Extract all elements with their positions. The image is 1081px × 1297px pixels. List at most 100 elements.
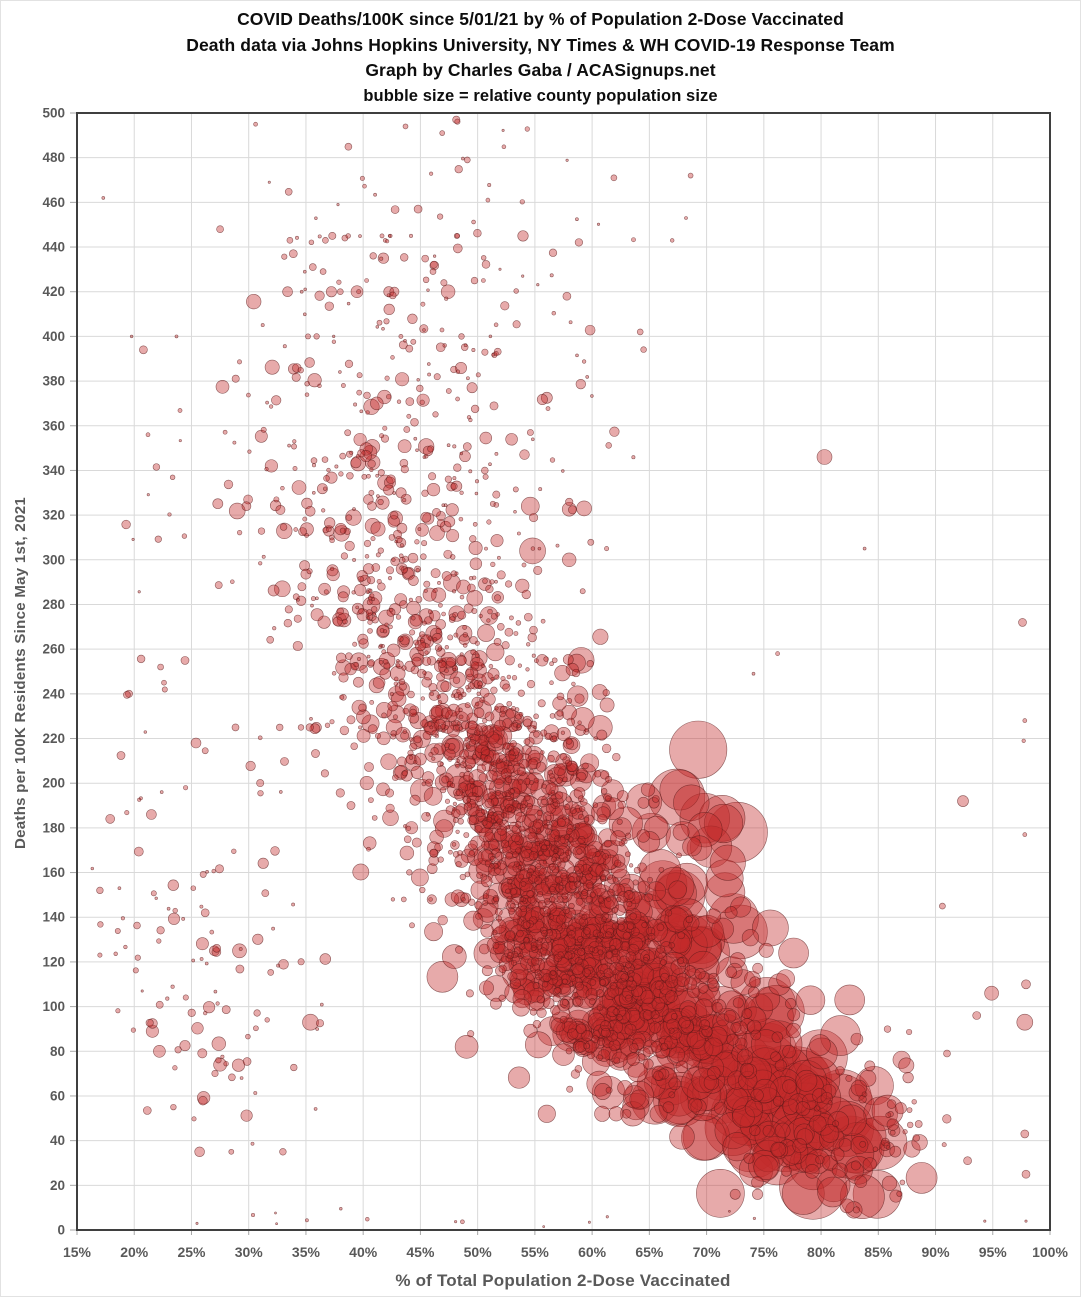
bubble [496, 825, 507, 836]
bubble [600, 770, 610, 780]
bubble [463, 156, 471, 164]
bubble [481, 760, 493, 772]
bubble [516, 723, 521, 729]
bubble [885, 1145, 891, 1151]
bubble [359, 409, 364, 414]
bubble [241, 501, 252, 512]
bubble [389, 691, 395, 697]
bubble [559, 753, 567, 761]
bubble [673, 784, 710, 821]
bubble [474, 640, 480, 646]
bubble [454, 853, 469, 868]
bubble [410, 338, 417, 345]
bubble [279, 1148, 287, 1156]
bubble [507, 874, 529, 896]
bubble [441, 503, 446, 508]
bubble [771, 1031, 783, 1043]
bubble [850, 1032, 864, 1046]
bubble [567, 970, 574, 977]
bubble [658, 1081, 702, 1125]
x-tick-label: 85% [864, 1244, 893, 1260]
bubble [616, 818, 623, 825]
bubble [187, 1008, 196, 1017]
bubble [474, 729, 481, 736]
bubble [601, 743, 612, 754]
bubble [889, 1145, 902, 1158]
bubble [694, 968, 706, 980]
bubble [145, 1018, 154, 1027]
bubble [567, 685, 589, 707]
bubble [608, 1106, 624, 1122]
bubble [801, 1101, 822, 1122]
x-tick-label: 35% [292, 1244, 321, 1260]
bubble [617, 923, 625, 931]
bubble [486, 519, 492, 525]
bubble [728, 1209, 731, 1213]
bubble [545, 814, 552, 821]
bubble [781, 1145, 802, 1166]
bubble [563, 803, 570, 811]
bubble [363, 391, 371, 400]
bubble [618, 840, 625, 847]
bubble [495, 851, 504, 861]
bubble [614, 904, 626, 916]
bubble [453, 788, 461, 797]
bubble [429, 171, 434, 176]
bubble [881, 1175, 898, 1191]
bubble [275, 1222, 278, 1226]
bubble [475, 807, 485, 818]
bubble [762, 1125, 775, 1138]
bubble [390, 511, 399, 520]
bubble [410, 418, 419, 427]
bubble [574, 880, 581, 888]
bubble [616, 1009, 631, 1024]
bubble [384, 375, 390, 381]
bubble [871, 1094, 904, 1127]
bubble [440, 284, 456, 299]
bubble [534, 876, 543, 885]
bubble [336, 279, 342, 285]
bubble [199, 957, 204, 961]
bubble [529, 625, 538, 635]
bubble [197, 1048, 208, 1059]
bubble [445, 388, 452, 394]
bubble [605, 442, 612, 449]
bubble [479, 943, 490, 955]
bubble [809, 1114, 827, 1133]
bubble [345, 233, 351, 239]
bubble [452, 444, 457, 449]
bubble [399, 458, 409, 468]
y-axis-title: Deaths per 100K Residents Since May 1st,… [12, 497, 29, 849]
bubble [727, 1070, 747, 1090]
bubble [446, 443, 451, 448]
bubble [365, 454, 381, 471]
bubble [465, 673, 475, 683]
x-tick-label: 60% [578, 1244, 607, 1260]
bubble [203, 1010, 208, 1016]
bubble [326, 467, 331, 473]
bubble [516, 929, 524, 938]
bubble [815, 1155, 825, 1165]
bubble [387, 510, 403, 526]
bubble [416, 384, 424, 393]
bubble [607, 888, 615, 897]
bubble [669, 1027, 682, 1040]
bubble [425, 812, 431, 817]
bubble [510, 959, 517, 966]
x-axis-title: % of Total Population 2-Dose Vaccinated [395, 1271, 730, 1290]
bubble [377, 469, 385, 477]
bubble [174, 1046, 182, 1054]
bubble [571, 668, 581, 678]
bubble [323, 589, 329, 595]
bubble [577, 795, 585, 803]
bubble [267, 180, 271, 184]
bubble [450, 693, 456, 698]
bubble [322, 526, 329, 534]
bubble [670, 238, 675, 243]
bubble [455, 829, 460, 834]
bubble [422, 276, 430, 284]
bubble [468, 849, 475, 856]
bubble [703, 803, 744, 844]
bubble [351, 590, 356, 595]
bubble [523, 738, 531, 746]
